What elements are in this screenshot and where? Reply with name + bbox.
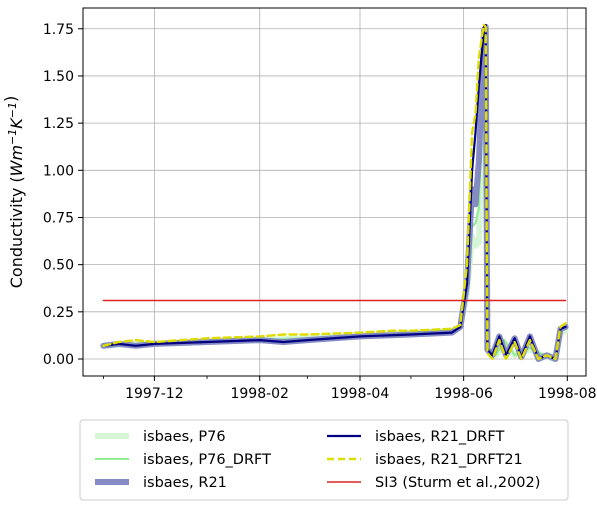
legend-frame [79,419,569,501]
x-tick-label: 1998-06 [434,386,493,402]
plot-frame [82,7,587,377]
y-tick-label: 0.00 [43,352,74,368]
y-tick-label: 0.25 [43,305,74,321]
y-tick-label: 1.75 [43,22,74,38]
y-axis-title: Conductivity (Wm−1K−1) [1,96,26,289]
legend: isbaes, P76 isbaes, P76_DRFT isbaes, R21 is… [79,419,569,501]
grid [83,8,586,376]
x-axis: 1997-12 1998-02 1998-04 1998-06 1998-08 [102,376,597,402]
legend-label: isbaes, R21 [143,475,227,491]
y-tick-label: 0.50 [43,258,74,274]
legend-label: isbaes, R21_DRFT21 [375,452,523,468]
y-axis-title-unit: Wm−1K−1 [6,102,26,176]
x-tick-label: 1997-12 [125,386,184,402]
series-line-4 [102,23,567,361]
x-tick-label: 1998-02 [230,386,289,402]
x-tick-label: 1998-04 [331,386,390,402]
y-axis-title-suffix: ) [1,96,20,102]
y-tick-label: 0.75 [43,210,74,226]
y-tick-label: 1.00 [43,163,74,179]
x-tick-label: 1998-08 [538,386,597,402]
y-axis-title-main: Conductivity ( [7,176,26,288]
series-layer [100,23,569,362]
y-axis: 0.00 0.25 0.50 0.75 1.00 1.25 1.50 1.75 [43,22,83,368]
legend-label: isbaes, P76 [143,429,226,445]
legend-label: SI3 (Sturm et al.,2002) [375,475,540,491]
y-tick-label: 1.50 [43,69,74,85]
y-tick-label: 1.25 [43,116,74,132]
series-line-5 [102,23,567,361]
legend-label: isbaes, P76_DRFT [143,452,271,468]
legend-label: isbaes, R21_DRFT [375,429,504,445]
